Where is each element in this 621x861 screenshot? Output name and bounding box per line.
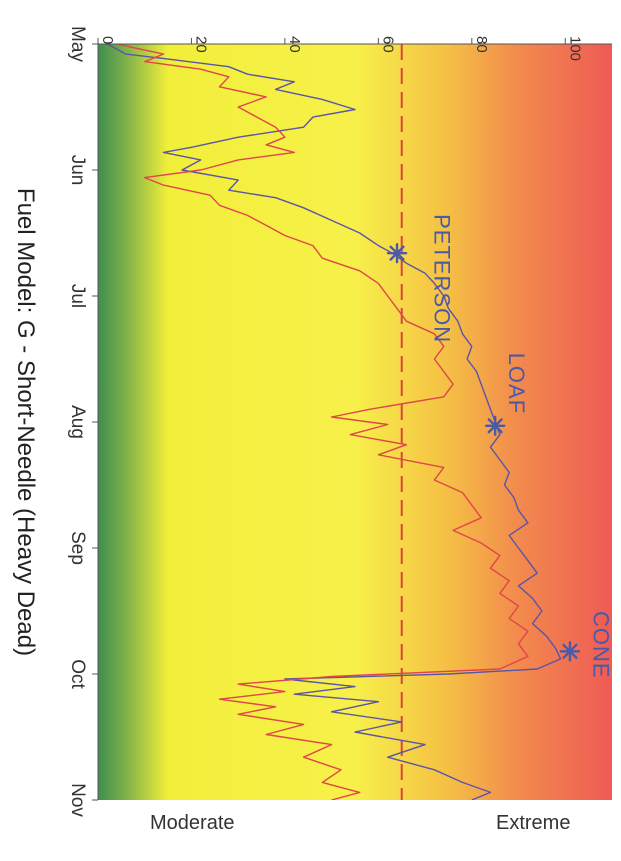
fire-label-loaf: LOAF [504, 353, 529, 414]
value-tick-group: 0 20 40 60 80 100 [97, 36, 612, 61]
fire-marker-loaf [484, 415, 506, 436]
month-tick-label: Sep [67, 531, 88, 565]
fire-marker-group: PETERSON LOAF CONE [386, 214, 613, 679]
fire-label-peterson: PETERSON [429, 214, 454, 343]
month-tick-label: Nov [67, 783, 88, 817]
scale-label-extreme: Extreme [496, 812, 571, 834]
series-group [106, 44, 562, 800]
series-line-1 [106, 44, 562, 800]
series-line-2 [116, 44, 529, 800]
scale-label-moderate: Moderate [150, 812, 235, 834]
value-tick-label: 60 [379, 36, 396, 53]
value-tick-label: 0 [99, 36, 116, 44]
chart-title: Fuel Model: G - Short-Needle (Heavy Dead… [12, 188, 39, 656]
fire-marker-cone [559, 641, 581, 662]
month-tick-label: Aug [67, 405, 88, 439]
value-tick-label: 100 [566, 36, 583, 61]
value-tick-label: 40 [286, 36, 303, 53]
month-tick-label: Oct [67, 659, 88, 689]
month-tick-label: May [67, 26, 88, 62]
fire-label-cone: CONE [588, 611, 613, 679]
value-tick-label: 20 [192, 36, 209, 53]
month-tick-label: Jul [67, 284, 88, 308]
month-tick-group: May Jun Jul Aug Sep Oct Nov [67, 26, 99, 817]
fire-marker-peterson [386, 242, 408, 264]
value-tick-label: 80 [473, 36, 490, 53]
month-tick-label: Jun [67, 155, 88, 186]
